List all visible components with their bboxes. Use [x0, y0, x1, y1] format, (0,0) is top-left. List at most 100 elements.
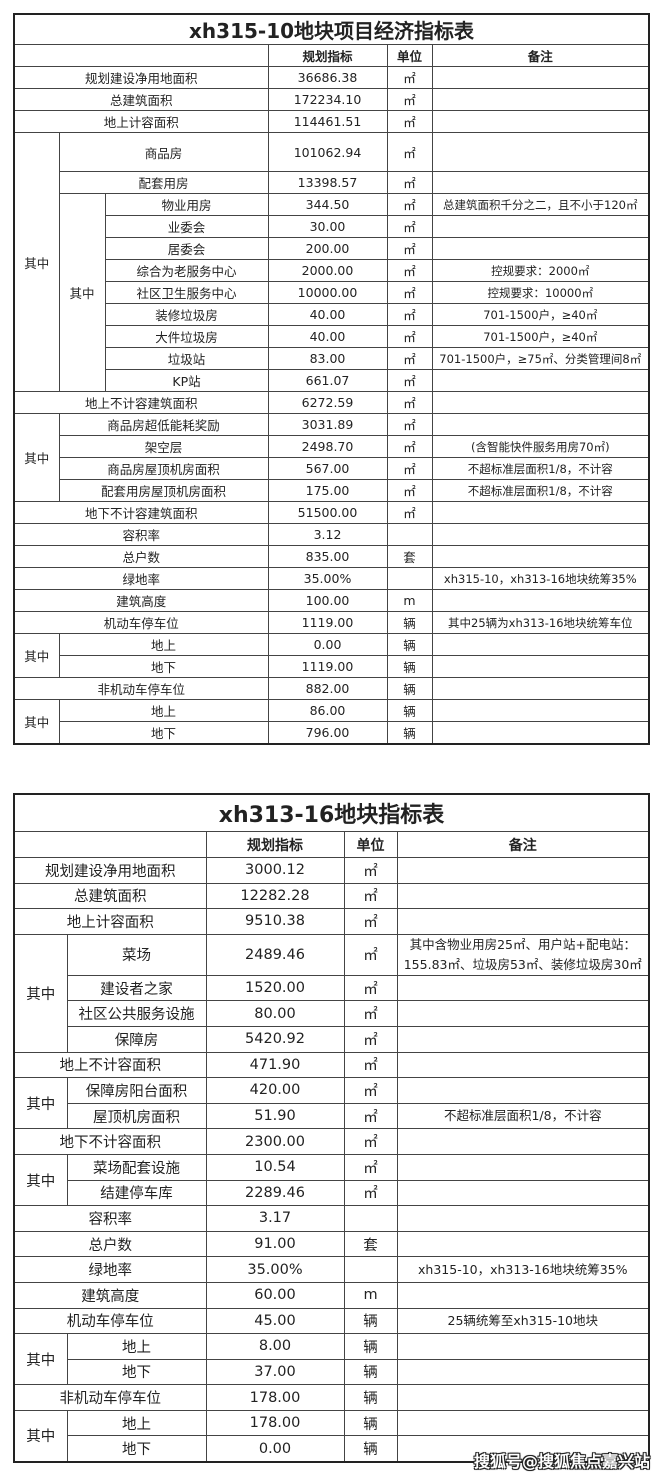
table-row: 总建筑面积 12282.28 ㎡	[13, 882, 650, 910]
row-label: 地上不计容建筑面积	[13, 391, 269, 414]
row-value: 882.00	[267, 677, 388, 700]
row-note	[396, 908, 650, 935]
row-label: 配套用房	[58, 171, 269, 194]
table-row: KP站 661.07 ㎡	[14, 369, 650, 392]
row-value: 10000.00	[267, 281, 388, 304]
row-value: 6272.59	[267, 391, 388, 414]
row-label: 总户数	[13, 1230, 207, 1258]
row-value: 0.00	[205, 1435, 345, 1463]
row-note	[396, 882, 650, 910]
row-label: 规划建设净用地面积	[13, 857, 207, 884]
table-row: 其中 地上 86.00 辆	[13, 699, 650, 745]
row-unit: 辆	[386, 721, 433, 745]
row-note	[431, 589, 650, 612]
row-unit: ㎡	[386, 479, 433, 502]
row-value: 35.00%	[205, 1256, 345, 1283]
table-row: 总户数 835.00 套	[13, 545, 650, 568]
header-row: 规划指标 单位 备注	[13, 44, 650, 67]
row-label: 垃圾站	[104, 347, 269, 370]
row-label: 绿地率	[13, 567, 269, 590]
row-note	[431, 171, 650, 194]
row-label: 地上计容面积	[13, 908, 207, 935]
row-note	[396, 1000, 650, 1027]
row-note	[431, 545, 650, 568]
row-label: 建筑高度	[13, 589, 269, 612]
group-label-cell: 其中	[13, 1409, 68, 1463]
table-title: xh313-16地块指标表	[13, 793, 650, 832]
row-label: 绿地率	[13, 1256, 207, 1283]
row-value: 9510.38	[205, 908, 345, 935]
row-value: 35.00%	[267, 567, 388, 590]
row-value: 86.00	[267, 699, 388, 722]
row-value: 2489.46	[205, 933, 345, 976]
row-unit: ㎡	[343, 1128, 398, 1155]
row-value: 51500.00	[267, 501, 388, 524]
row-note	[431, 215, 650, 238]
table-row: 保障房 5420.92 ㎡	[14, 1025, 650, 1053]
row-label: 保障房阳台面积	[66, 1077, 207, 1104]
row-label: 菜场配套设施	[66, 1153, 207, 1181]
row-unit: ㎡	[386, 171, 433, 194]
row-unit: 辆	[386, 633, 433, 656]
table-row: 地下不计容面积 2300.00 ㎡	[13, 1128, 650, 1155]
row-note	[431, 721, 650, 745]
header-note: 备注	[431, 44, 650, 67]
row-unit: 套	[343, 1230, 398, 1258]
group-label-cell: 其中	[13, 699, 60, 745]
title-row: xh315-10地块项目经济指标表	[13, 13, 650, 45]
row-unit: ㎡	[386, 132, 433, 172]
table-row: 垃圾站 83.00 ㎡ 701-1500户，≥75㎡、分类管理间8㎡	[14, 347, 650, 370]
row-note	[396, 1128, 650, 1155]
row-note	[431, 66, 650, 89]
watermark: 搜狐号@搜狐焦点嘉兴站	[473, 1452, 650, 1471]
row-unit: ㎡	[343, 857, 398, 884]
row-unit: ㎡	[343, 1153, 398, 1181]
table-row: 容积率 3.12	[13, 523, 650, 546]
table-row: 地上不计容建筑面积 6272.59 ㎡	[13, 391, 650, 414]
row-label: 非机动车停车位	[13, 1384, 207, 1411]
row-label: 综合为老服务中心	[104, 259, 269, 282]
title-row: xh313-16地块指标表	[13, 793, 650, 832]
row-unit: ㎡	[343, 1051, 398, 1079]
table-row: 规划建设净用地面积 36686.38 ㎡	[13, 66, 650, 89]
row-value: 8.00	[205, 1333, 345, 1360]
header-note: 备注	[396, 831, 650, 858]
row-value: 5420.92	[205, 1025, 345, 1053]
row-note: 不超标准层面积1/8，不计容	[396, 1102, 650, 1130]
row-unit: 辆	[343, 1409, 398, 1437]
table-row: 非机动车停车位 882.00 辆	[13, 677, 650, 700]
row-value: 172234.10	[267, 88, 388, 111]
row-note	[431, 110, 650, 133]
row-value: 178.00	[205, 1384, 345, 1411]
header-unit: 单位	[343, 831, 398, 858]
row-unit: ㎡	[343, 882, 398, 910]
row-note: 701-1500户，≥75㎡、分类管理间8㎡	[431, 347, 650, 370]
row-label: 总户数	[13, 545, 269, 568]
row-note: 其中25辆为xh313-16地块统筹车位	[431, 611, 650, 634]
row-label: 地上	[58, 633, 269, 656]
row-label: 地上不计容面积	[13, 1051, 207, 1079]
row-note: 不超标准层面积1/8，不计容	[431, 479, 650, 502]
row-label: 架空层	[58, 435, 269, 458]
row-note	[431, 655, 650, 678]
row-note	[396, 974, 650, 1002]
row-label: 总建筑面积	[13, 88, 269, 111]
row-note	[396, 1179, 650, 1207]
table-row: 其中 菜场配套设施 10.54 ㎡	[13, 1153, 650, 1207]
table-row: 架空层 2498.70 ㎡ (含智能快件服务用房70㎡)	[14, 435, 650, 458]
row-note: 总建筑面积千分之二，且不小于120㎡	[431, 193, 650, 216]
table-row: 建设者之家 1520.00 ㎡	[14, 974, 650, 1002]
row-note	[431, 677, 650, 700]
row-note	[396, 1077, 650, 1104]
row-note	[396, 1358, 650, 1386]
group-label-cell: 其中	[13, 132, 60, 392]
row-label: 地下	[66, 1358, 207, 1386]
row-note: 其中含物业用房25㎡、用户站+配电站：155.83㎡、垃圾房53㎡、装修垃圾房3…	[396, 933, 650, 976]
row-label: 菜场	[66, 933, 207, 976]
row-note	[396, 1333, 650, 1360]
row-note: (含智能快件服务用房70㎡)	[431, 435, 650, 458]
header-unit: 单位	[386, 44, 433, 67]
